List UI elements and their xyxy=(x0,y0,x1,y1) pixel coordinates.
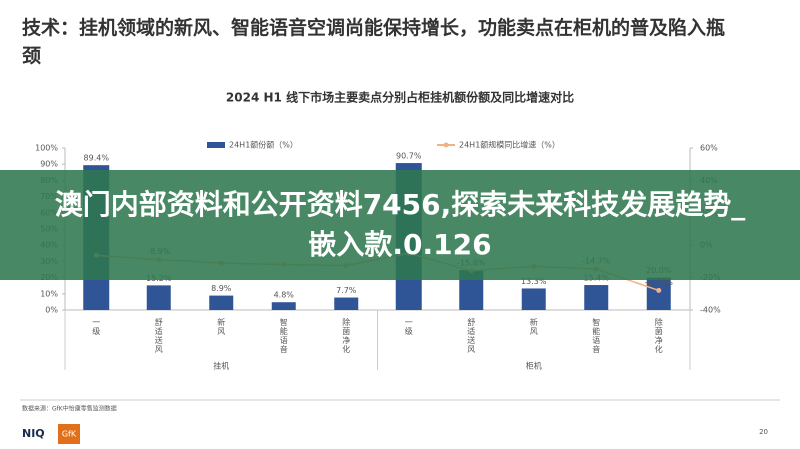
banner: 澳门内部资料和公开资料7456,探索未来科技发展趋势_嵌入款.0.126 xyxy=(0,170,800,280)
y-tick-label: 90% xyxy=(40,160,58,169)
y-tick-label: 100% xyxy=(35,144,58,153)
bar xyxy=(209,295,234,310)
bar xyxy=(646,277,671,310)
bar-label: 13.3% xyxy=(521,277,547,286)
bar-label: 4.8% xyxy=(274,291,295,300)
x-tick-label: 新风 xyxy=(529,317,538,336)
bar-label: 7.7% xyxy=(336,286,357,295)
x-tick-label: 新风 xyxy=(217,317,226,336)
y-tick-label: 0% xyxy=(45,306,58,315)
chart-title: 2024 H1 线下市场主要卖点分别占柜挂机额份额及同比增速对比 xyxy=(226,90,574,105)
y2-tick-label: 60% xyxy=(700,144,718,153)
bar xyxy=(521,288,546,310)
page-number: 20 xyxy=(759,428,768,436)
logo-box xyxy=(58,424,80,444)
x-tick-label: 除菌净化 xyxy=(654,317,663,354)
line-label: -27.9% xyxy=(645,278,674,287)
slide-title: 技术：挂机领域的新风、智能语音空调尚能保持增长，功能卖点在柜机的普及陷入瓶颈 xyxy=(22,17,726,67)
legend-label: 24H1额规模同比增速（%） xyxy=(459,140,560,150)
x-tick-label: 舒适送风 xyxy=(467,317,476,354)
x-tick-label: 智能语音 xyxy=(279,317,288,354)
bar xyxy=(271,302,296,310)
legend-label: 24H1额份额（%） xyxy=(229,140,298,150)
x-tick-label: 一级 xyxy=(92,318,101,336)
x-tick-label: 除菌净化 xyxy=(342,317,351,354)
bar-label: 89.4% xyxy=(84,154,110,163)
x-tick-label: 智能语音 xyxy=(592,317,601,354)
x-tick-label: 一级 xyxy=(404,318,413,336)
y-tick-label: 10% xyxy=(40,289,58,298)
bar xyxy=(146,285,171,310)
logo: NIQ xyxy=(22,427,45,440)
group-label: 柜机 xyxy=(526,361,542,371)
y2-tick-label: -40% xyxy=(700,306,721,315)
logo: GfK xyxy=(62,430,77,439)
group-label: 挂机 xyxy=(213,361,229,371)
legend-swatch xyxy=(207,142,225,148)
bar xyxy=(334,297,359,310)
bar xyxy=(584,285,609,310)
legend-swatch xyxy=(443,142,449,148)
banner-text: 澳门内部资料和公开资料7456,探索未来科技发展趋势_嵌入款.0.126 xyxy=(54,188,746,261)
line-marker xyxy=(656,287,662,293)
source: 数据来源：GfK中怡康零售监测数据 xyxy=(22,405,117,413)
x-tick-label: 舒适送风 xyxy=(154,317,163,354)
bar-label: 90.7% xyxy=(396,152,422,161)
bar-label: 8.9% xyxy=(211,284,232,293)
